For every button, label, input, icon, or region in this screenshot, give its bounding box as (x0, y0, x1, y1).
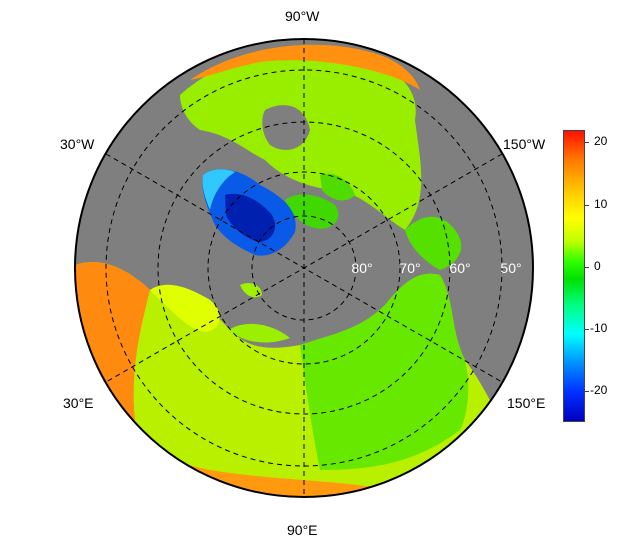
colorbar-tick-mark (585, 390, 589, 392)
colorbar-tick-mark (585, 266, 589, 268)
land-svalbard (240, 283, 262, 298)
lon-label-lower-left: 30°E (63, 395, 94, 411)
land-novaya-zemlya (228, 323, 290, 343)
land-alaska (405, 216, 462, 270)
colorbar-tick-mark (585, 142, 589, 144)
lat-label-70: 70° (399, 260, 420, 276)
land-greenland-edge (202, 169, 235, 210)
land-archipelago (285, 194, 339, 229)
colorbar-tick-label: 10 (594, 196, 608, 211)
meridian-150w (105, 153, 503, 383)
land-greenland-core (225, 193, 276, 242)
colorbar-tick-label: 0 (594, 258, 601, 273)
land-hudson-bay (262, 105, 310, 150)
lat-label-60: 60° (449, 260, 470, 276)
land-north-america-edge (190, 44, 420, 90)
colorbar (563, 130, 585, 422)
colorbar-tick-mark (585, 328, 589, 330)
lat-70 (207, 171, 401, 365)
colorbar-tick-label: 20 (594, 134, 608, 149)
lon-label-upper-right: 150°W (503, 136, 546, 152)
land-eurasia-east (300, 273, 469, 470)
colorbar-tick-mark (585, 204, 589, 206)
lon-label-top: 90°W (285, 8, 320, 24)
colorbar-tick-label: -20 (590, 382, 608, 397)
colorbar-tick-label: -10 (590, 320, 608, 335)
land-scandinavia (150, 284, 220, 332)
graticule (105, 39, 503, 497)
lon-label-lower-right: 150°E (507, 395, 546, 411)
lon-label-upper-left: 30°W (60, 136, 95, 152)
lat-label-50: 50° (500, 260, 521, 276)
lon-label-bottom: 90°E (287, 522, 318, 538)
land-archipelago-2 (320, 173, 355, 201)
map-border (74, 38, 534, 498)
lat-label-80: 80° (351, 260, 372, 276)
